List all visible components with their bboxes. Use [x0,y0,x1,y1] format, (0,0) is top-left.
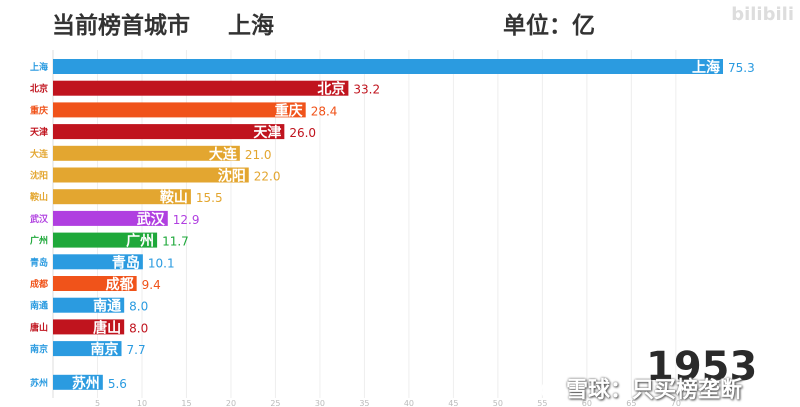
value-label: 8.0 [129,300,148,314]
unit-label: 单位：亿 [503,13,595,39]
bar-inner-label: 天津 [253,124,281,141]
x-tick-label: 40 [404,399,414,407]
watermark-text: 雪球：只买榜垄断 [566,378,743,403]
bar-inner-label: 广州 [126,233,154,250]
category-label: 苏州 [30,377,48,389]
bar-inner-label: 重庆 [275,102,303,119]
category-label: 大连 [30,148,49,160]
bar-inner-label: 大连 [209,146,238,163]
bar-inner-label: 青岛 [112,254,140,271]
value-label: 8.0 [129,321,148,335]
value-label: 21.0 [245,148,272,162]
category-label: 天津 [30,126,48,138]
category-label: 鞍山 [30,191,48,203]
bilibili-watermark: bilibili [731,4,794,25]
bar [53,297,125,313]
x-tick-label: 45 [448,399,458,407]
bar-inner-label: 鞍山 [160,189,188,206]
bar [53,80,349,96]
value-label: 22.0 [254,170,281,184]
value-label: 11.7 [162,235,189,249]
bar [53,167,249,183]
bar [53,145,240,161]
value-label: 5.6 [108,377,127,391]
bar [53,124,285,140]
category-label: 南通 [30,300,48,312]
bar-inner-label: 苏州 [72,375,100,392]
bar [53,189,191,205]
x-tick-label: 25 [270,399,280,407]
bar [53,319,125,335]
x-tick-label: 50 [493,399,503,407]
x-tick-label: 55 [537,399,547,407]
value-label: 26.0 [289,126,316,140]
x-tick-label: 70 [671,399,681,407]
x-tick-label: 10 [137,399,147,407]
bar [53,102,306,118]
x-tick-label: 35 [359,399,369,407]
x-tick-label: 30 [315,399,325,407]
bar [53,59,723,74]
category-label: 武汉 [30,213,49,225]
bar-inner-label: 上海 [692,59,720,76]
category-label: 上海 [30,61,48,73]
value-label: 9.4 [142,278,161,292]
bar [53,254,143,270]
category-label: 南京 [30,343,48,355]
bar-inner-label: 沈阳 [218,168,246,185]
value-label: 15.5 [196,191,223,205]
year-counter: 1953 [646,344,758,390]
bar [53,210,168,226]
bar-inner-label: 北京 [317,81,345,98]
value-label: 33.2 [353,83,380,97]
category-label: 成都 [30,278,48,290]
category-label: 青岛 [30,256,48,268]
bar [53,232,158,248]
bar-inner-label: 南京 [91,341,119,358]
category-label: 唐山 [30,321,48,333]
bar-inner-label: 唐山 [93,319,121,336]
category-label: 重庆 [30,104,48,116]
x-tick-label: 15 [181,399,191,407]
value-label: 7.7 [127,343,146,357]
category-label: 广州 [30,235,48,247]
value-label: 75.3 [728,61,755,75]
category-label: 北京 [30,83,48,95]
snowball-logo-icon [540,379,562,401]
bar-inner-label: 武汉 [137,211,166,228]
bar [53,374,103,390]
value-label: 12.9 [173,213,200,227]
xueqiu-watermark: 雪球：只买榜垄断 [540,372,742,404]
bar-inner-label: 成都 [106,276,134,293]
bar [53,341,122,357]
x-tick-label: 5 [95,399,100,407]
value-label: 28.4 [311,104,338,118]
x-tick-label: 20 [226,399,236,407]
chart-title: 当前榜首城市 [52,13,190,39]
value-label: 10.1 [148,256,175,270]
bar [53,276,137,291]
x-tick-label: 60 [582,399,592,407]
leader-city: 上海 [228,13,274,39]
bar-inner-label: 南通 [93,298,121,315]
x-tick-label: 65 [626,399,636,407]
category-label: 沈阳 [30,170,48,182]
